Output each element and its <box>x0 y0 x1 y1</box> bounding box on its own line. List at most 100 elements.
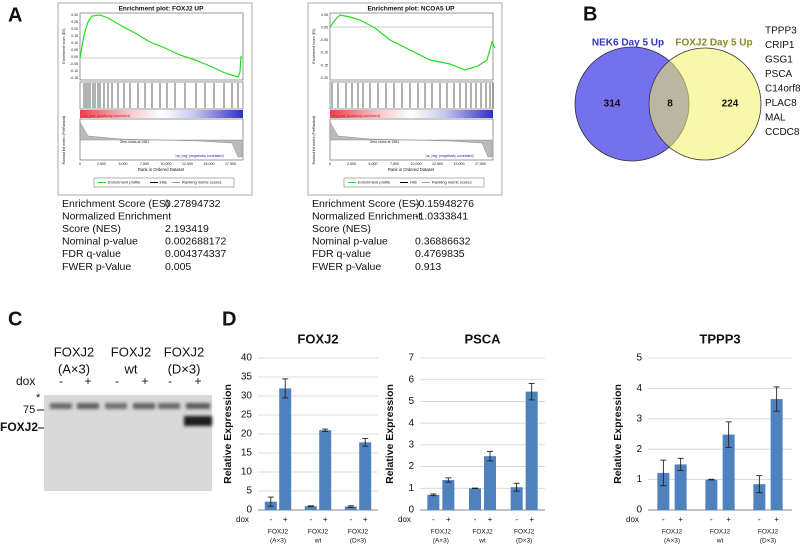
x-tick-label: + <box>774 515 779 524</box>
count: 8 <box>667 99 673 110</box>
es-tick-label: -0.15 <box>320 63 328 67</box>
count: 314 <box>604 99 621 110</box>
blot-bands <box>50 403 212 426</box>
lane-label: (A×3) <box>58 361 90 376</box>
es-tick-label: -0.10 <box>70 69 78 73</box>
stat-label: Score (NES) <box>312 223 371 235</box>
error-bar <box>660 459 667 487</box>
es-tick-label: -0.15 <box>70 76 78 80</box>
x-tick-label: - <box>309 515 312 524</box>
group-label: FOXJ2 <box>662 529 683 536</box>
es-tick-label: 0.05 <box>321 13 328 17</box>
hit-lines <box>331 83 494 108</box>
gene: C14orf80 <box>765 84 800 95</box>
x-axis-label: Rank in Ordered Dataset <box>388 167 435 172</box>
legend-label: Ranking metric scores <box>182 180 222 185</box>
bar <box>484 456 496 510</box>
error-bar <box>430 493 437 497</box>
x-tick-label: 17,500 <box>225 162 236 166</box>
y-axis-label: Relative Expression <box>384 384 396 484</box>
group-label: wt <box>716 538 724 545</box>
es-area <box>79 12 244 81</box>
x-tick-label: 17,500 <box>475 162 486 166</box>
x-tick-label: 5,000 <box>369 162 378 166</box>
error-bar <box>322 428 329 432</box>
es-tick-label: 0.25 <box>71 20 78 24</box>
group-label: (A×3) <box>433 538 449 545</box>
y-tick-label: 15 <box>241 448 253 459</box>
legend-label: Hits <box>160 180 167 185</box>
band-label: FOXJ2 <box>0 420 38 434</box>
stat-label: Normalized Enrichment <box>62 210 171 222</box>
y-tick-label: 40 <box>241 353 253 364</box>
x-tick-label: 0 <box>329 162 331 166</box>
bar <box>770 399 783 510</box>
y-tick-label: 7 <box>408 353 414 364</box>
chart-title: PSCA <box>464 331 501 346</box>
es-tick-label: -0.05 <box>70 62 78 66</box>
y-tick-label: 20 <box>241 429 253 440</box>
error-bar <box>773 386 780 412</box>
gene: PSCA <box>765 69 793 80</box>
bar <box>753 484 766 510</box>
count: 224 <box>722 99 739 110</box>
x-tick-label: + <box>446 515 451 524</box>
hit-lines <box>83 83 239 108</box>
panel-letter: A <box>8 4 22 26</box>
es-tick-label: 0.00 <box>321 26 328 30</box>
group-label: FOXJ2 <box>268 529 289 536</box>
bar <box>427 494 440 510</box>
y-axis-label: Relative Expression <box>222 384 234 484</box>
stat-label: Enrichment Score (ES) <box>312 198 419 210</box>
rank-colorbar <box>330 110 493 118</box>
bar <box>705 479 718 510</box>
panel-letter: D <box>222 308 236 330</box>
bar <box>319 430 332 510</box>
x-tick-label: + <box>488 515 493 524</box>
x-tick-label: - <box>662 515 665 524</box>
stat-label: Nominal p-value <box>312 236 388 248</box>
stat-value: 0.36886632 <box>415 236 471 248</box>
y-tick-label: 25 <box>241 410 253 421</box>
x-tick-label: - <box>474 515 477 524</box>
x-tick-label: 15,000 <box>204 162 215 166</box>
error-bar <box>756 475 763 494</box>
panel-letter: B <box>583 3 597 25</box>
gene: MAL <box>765 113 786 124</box>
es-axis-label: Enrichment score (ES) <box>62 28 66 63</box>
x-tick-label: + <box>529 515 534 524</box>
error-bar <box>347 505 354 508</box>
dox-label: dox <box>236 515 249 524</box>
bar <box>442 480 455 510</box>
es-tick-label: -0.20 <box>320 76 328 80</box>
x-axis-label: Rank in Ordered Dataset <box>138 167 185 172</box>
gsea-plot: Enrichment plot: NCOA5 UP 0.05 0.00 -0.05 -0… <box>307 2 503 273</box>
stat-label: Enrichment Score (ES) <box>62 198 169 210</box>
chart-title: FOXJ2 <box>297 331 338 346</box>
plot-title: Enrichment plot: NCOA5 UP <box>367 6 455 13</box>
y-tick-label: 0 <box>246 505 252 516</box>
panel-letter: C <box>8 308 22 330</box>
es-tick-label: 0.05 <box>71 48 78 52</box>
group-label: (D×3) <box>350 538 366 545</box>
lane-label: (D×3) <box>168 361 201 376</box>
stat-label: Score (NES) <box>62 223 121 235</box>
enrichment-curve <box>329 14 496 71</box>
bar <box>469 488 481 510</box>
y-tick-label: 35 <box>241 372 253 383</box>
y-tick-label: 5 <box>636 353 642 364</box>
stat-label: Nominal p-value <box>62 236 138 248</box>
bar <box>510 487 523 510</box>
stat-value: 0.005 <box>165 261 191 273</box>
legend-box <box>93 177 235 188</box>
gene: PLAC8 <box>765 98 797 109</box>
y-tick-label: 1 <box>636 474 642 485</box>
y-tick-label: 6 <box>408 374 414 385</box>
es-tick-label: -0.05 <box>320 38 328 42</box>
group-label: (A×3) <box>270 538 286 545</box>
gene: CRIP1 <box>765 40 795 51</box>
dox-label: dox <box>16 374 35 388</box>
dox-label: dox <box>398 515 411 524</box>
error-bar <box>528 382 535 401</box>
metric-axis-label: Ranked list metric (PreRanked) <box>62 116 66 165</box>
